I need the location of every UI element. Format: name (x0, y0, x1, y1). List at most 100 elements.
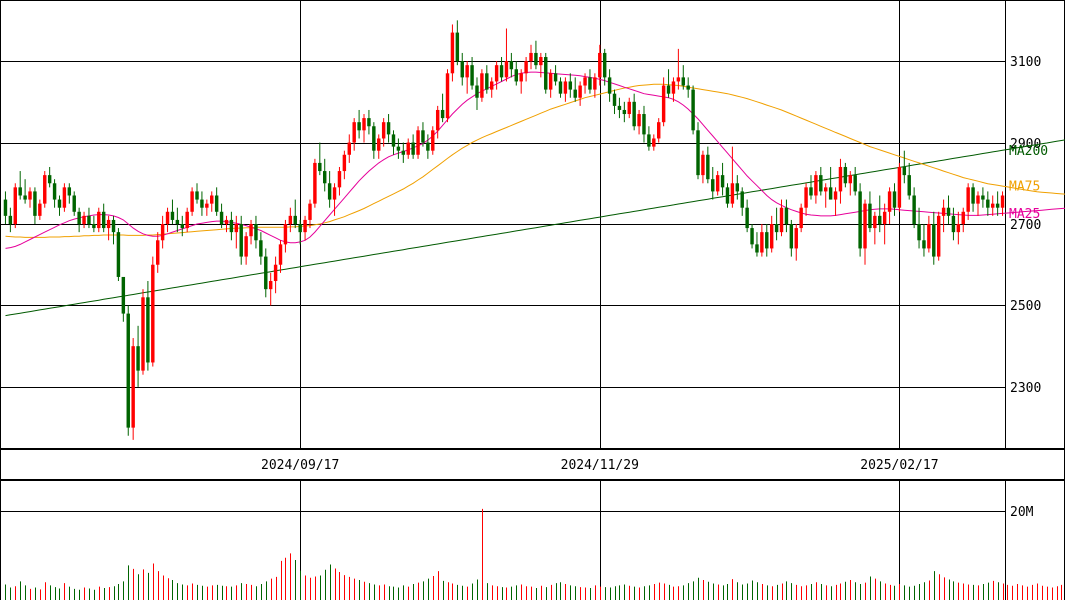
candle-body (828, 187, 833, 200)
candle-body (406, 142, 410, 155)
candle-body (411, 142, 415, 155)
candle-body (853, 175, 857, 192)
candle-body (318, 162, 322, 172)
candle-body (485, 73, 489, 90)
y-tick-label: 2700 (1010, 218, 1041, 233)
candle-body (298, 224, 302, 233)
candle-body (642, 114, 646, 135)
candle-body (268, 281, 273, 290)
candle-body (156, 240, 160, 265)
candle-body (426, 142, 430, 151)
candle-body (976, 195, 980, 204)
candle-body (981, 195, 985, 200)
candle-body (146, 297, 150, 363)
candle-body (573, 89, 577, 98)
candle-body (416, 130, 420, 155)
volume-panel: 20M (0, 480, 1065, 600)
candle-body (917, 224, 921, 241)
candle-body (136, 346, 140, 371)
candle-body (367, 118, 371, 127)
candle-body (475, 85, 479, 98)
candle-body (858, 191, 862, 249)
candle-body (92, 224, 96, 229)
candle-body (200, 199, 204, 208)
candle-body (494, 65, 499, 82)
candle-body (293, 215, 297, 224)
candle-body (111, 219, 116, 233)
candle-body (804, 187, 808, 208)
candle-body (259, 240, 263, 257)
candle-body (701, 154, 705, 176)
candle-body (607, 77, 612, 94)
candle-body (563, 81, 568, 94)
candle-body (347, 142, 351, 155)
candle-body (760, 232, 764, 253)
candle-body (632, 101, 636, 127)
candle-body (799, 207, 803, 229)
candle-body (52, 183, 57, 200)
candle-body (352, 122, 356, 143)
candle-body (568, 81, 573, 90)
candle-body (43, 175, 47, 204)
candle-body (794, 228, 798, 249)
candle-body (244, 236, 248, 257)
ma25-legend-label: MA25 (1009, 207, 1040, 222)
candle-body (431, 130, 435, 151)
candle-body (824, 187, 828, 192)
candle-body (529, 52, 533, 62)
candle-body (470, 65, 474, 86)
candle-body (711, 179, 715, 192)
candle-body (882, 211, 887, 224)
candle-body (342, 154, 347, 172)
volume-frame (0, 480, 1065, 600)
candle-body (386, 122, 391, 135)
candle-body (588, 77, 592, 90)
candle-body (666, 85, 671, 94)
candle-body (961, 211, 965, 224)
candle-body (902, 166, 907, 176)
candle-body (57, 199, 62, 208)
candle-body (327, 183, 332, 200)
candle-body (160, 224, 165, 241)
candle-body (995, 203, 1000, 208)
candle-body (637, 114, 641, 127)
price-panel: 2300 2500 2700 2900 3100 MA200 MA75 MA25 (0, 0, 1065, 449)
candle-body (450, 32, 455, 74)
candle-body (784, 207, 789, 224)
candle-body (337, 171, 342, 188)
candle-body (121, 276, 126, 314)
x-tick-label: 2024/11/29 (561, 458, 639, 473)
candle-body (97, 211, 101, 229)
candle-body (509, 61, 514, 70)
candle-body (234, 224, 239, 233)
candle-body (922, 240, 926, 249)
candle-body (892, 191, 897, 208)
candle-body (82, 215, 86, 224)
candle-body (769, 224, 774, 249)
candle-body (8, 215, 13, 224)
candle-body (612, 93, 617, 106)
candle-body (863, 203, 867, 249)
candle-body (362, 118, 366, 131)
candle-body (224, 219, 229, 224)
y-tick-label: 2500 (1010, 299, 1041, 314)
candle-body (932, 224, 936, 257)
candle-body (725, 187, 730, 204)
candle-body (465, 65, 469, 78)
candle-body (583, 77, 587, 86)
candle-body (504, 61, 509, 78)
candle-body (391, 134, 396, 147)
ma75-line (5, 83, 1065, 238)
candle-body (77, 211, 81, 224)
y-tick-label: 3100 (1010, 55, 1041, 70)
candle-body (814, 175, 818, 196)
candle-body (652, 138, 656, 147)
candle-body (38, 203, 42, 216)
candle-body (514, 69, 518, 82)
candle-body (661, 85, 666, 123)
candle-body (3, 199, 8, 216)
candle-body (13, 187, 17, 224)
candle-body (956, 224, 961, 233)
candle-body (676, 77, 681, 82)
